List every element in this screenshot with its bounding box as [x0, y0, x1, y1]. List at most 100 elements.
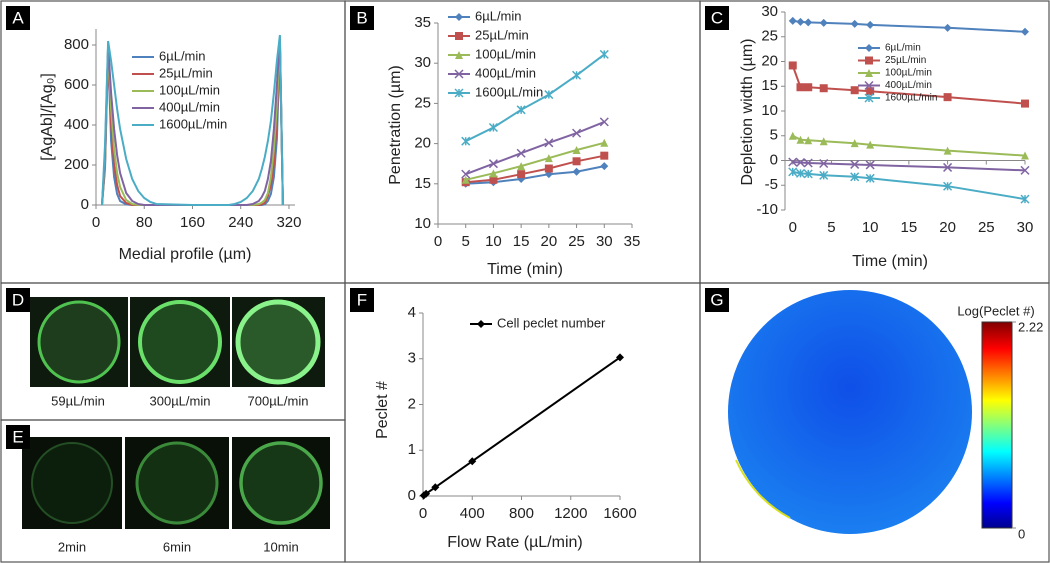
- y-tick-label: 0: [408, 487, 416, 504]
- marker: [850, 86, 859, 95]
- panel-letter-box: [6, 288, 30, 312]
- y-tick-label: 0: [770, 151, 778, 168]
- x-tick-label: 1200: [554, 505, 587, 522]
- marker: [572, 157, 581, 166]
- marker: [795, 168, 806, 178]
- marker: [1021, 151, 1029, 160]
- marker: [489, 169, 498, 178]
- legend-label: 6µL/min: [475, 8, 522, 23]
- marker: [796, 17, 805, 26]
- marker: [788, 16, 797, 25]
- marker: [431, 483, 440, 492]
- x-tick-label: 1600: [603, 505, 636, 522]
- y-axis-label: Penetration (µm): [387, 65, 404, 184]
- legend-marker: [454, 69, 464, 79]
- x-tick-label: 10: [862, 219, 879, 236]
- marker: [788, 61, 797, 70]
- marker: [544, 138, 554, 148]
- legend-marker: [865, 69, 873, 77]
- panel-letter: A: [12, 8, 24, 27]
- panel-letter-box: [705, 6, 729, 30]
- marker: [517, 162, 526, 171]
- marker: [866, 20, 875, 29]
- colorbar: [981, 321, 1013, 529]
- marker: [1021, 27, 1029, 36]
- micrograph-caption: 59µL/min: [51, 393, 105, 408]
- series-line: [465, 154, 605, 184]
- x-tick-label: 800: [509, 505, 534, 522]
- x-tick-label: 30: [596, 233, 613, 250]
- marker: [544, 154, 553, 163]
- x-tick-label: 25: [978, 219, 995, 236]
- micrograph-ring: [138, 300, 222, 384]
- marker: [796, 83, 805, 92]
- panel-letter-box: [350, 6, 374, 30]
- series-line: [465, 165, 605, 185]
- legend-label: 400µL/min: [159, 99, 220, 114]
- colorbar-title: Log(Peclet #): [957, 303, 1034, 318]
- marker: [600, 138, 609, 147]
- x-tick-label: 15: [513, 233, 530, 250]
- legend-marker: [865, 56, 873, 65]
- marker: [516, 148, 526, 158]
- marker: [850, 139, 859, 148]
- marker: [461, 169, 471, 179]
- y-tick-label: 20: [414, 135, 431, 152]
- series-line: [423, 356, 621, 497]
- x-tick-label: 0: [789, 219, 797, 236]
- series-line: [792, 161, 1026, 172]
- y-tick-label: 25: [761, 28, 778, 45]
- legend-label: 100µL/min: [475, 46, 536, 61]
- marker: [788, 131, 797, 140]
- y-tick-label: 15: [761, 77, 778, 94]
- panel-letter-box: [6, 6, 30, 30]
- marker: [544, 164, 553, 173]
- panel-letter: C: [711, 8, 723, 27]
- marker: [1020, 165, 1030, 175]
- panel-letter-box: [6, 425, 30, 449]
- x-axis-label: Time (min): [487, 261, 563, 278]
- panel-letter-box: [350, 288, 374, 312]
- marker: [572, 167, 581, 176]
- x-tick-label: 320: [276, 214, 301, 231]
- y-tick-label: -10: [756, 201, 778, 218]
- series-line: [792, 134, 1026, 157]
- x-axis-label: Time (min): [852, 253, 928, 270]
- series-line: [101, 34, 284, 206]
- marker: [865, 160, 875, 170]
- y-tick-label: 10: [761, 102, 778, 119]
- y-tick-label: 0: [81, 196, 89, 213]
- marker: [572, 146, 581, 155]
- panel-letter: E: [12, 427, 23, 446]
- x-tick-label: 5: [462, 233, 470, 250]
- y-tick-label: 20: [761, 52, 778, 69]
- y-tick-label: 800: [64, 36, 89, 53]
- marker: [488, 159, 498, 169]
- marker: [850, 19, 859, 28]
- panel-letter: G: [710, 290, 723, 309]
- legend-label: 400µL/min: [475, 65, 536, 80]
- marker: [600, 162, 609, 171]
- micrographs: [22, 290, 1013, 534]
- y-axis-label: [AgAb]/[Ag₀]: [39, 73, 56, 161]
- marker: [600, 151, 609, 160]
- legend-marker: [864, 93, 874, 103]
- marker: [943, 181, 953, 191]
- y-tick-label: 15: [414, 175, 431, 192]
- marker: [1021, 99, 1029, 108]
- x-tick-label: 15: [901, 219, 918, 236]
- legend-label: 400µL/min: [885, 80, 932, 91]
- x-tick-label: 20: [939, 219, 956, 236]
- y-tick-label: 30: [414, 54, 431, 71]
- y-axis-label: Depletion width (µm): [739, 38, 756, 185]
- legend-label: 100µL/min: [159, 82, 220, 97]
- x-tick-label: 240: [228, 214, 253, 231]
- legend-label: 1600µL/min: [475, 84, 543, 99]
- series-line: [465, 141, 605, 181]
- y-tick-label: 1: [408, 441, 416, 458]
- marker: [517, 170, 526, 179]
- micrograph-ring: [37, 300, 121, 384]
- legend-label: 6µL/min: [159, 48, 206, 63]
- panel-letter: B: [356, 8, 367, 27]
- micrograph-caption: 300µL/min: [150, 393, 211, 408]
